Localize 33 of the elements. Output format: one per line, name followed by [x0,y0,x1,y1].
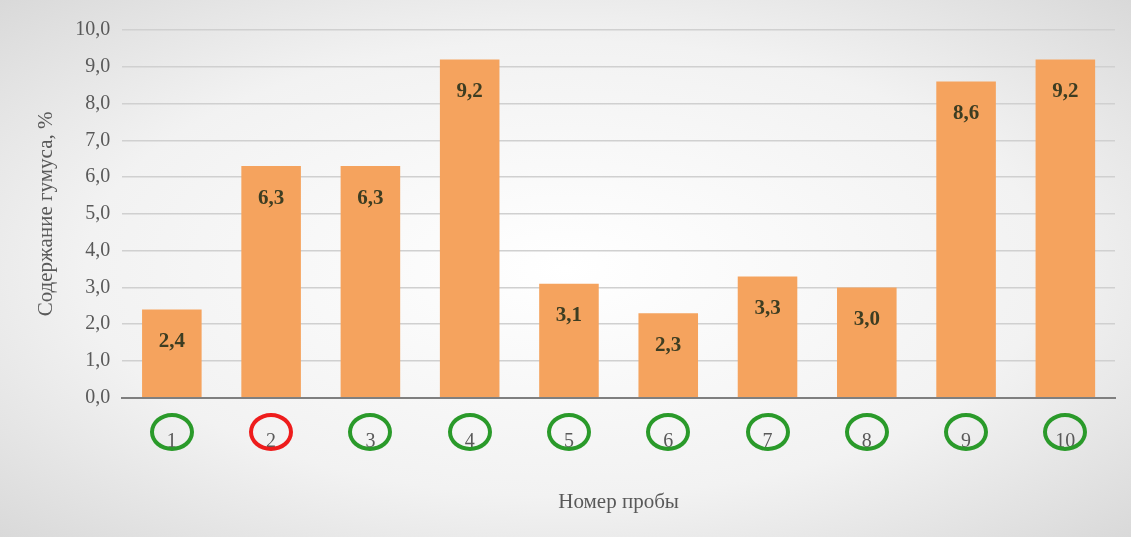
y-tick-label: 2,0 [85,311,111,334]
x-tick-label: 1 [166,429,177,452]
data-label: 6,3 [257,184,285,209]
x-tick-label: 10 [1055,429,1076,452]
y-tick-label: 5,0 [85,201,111,224]
data-label: 3,1 [555,302,583,327]
x-axis-title: Номер пробы [558,488,679,513]
x-tick-label: 4 [464,429,475,452]
y-tick-label: 4,0 [85,237,111,260]
data-label: 2,3 [655,331,682,356]
y-tick-label: 0,0 [85,385,111,408]
data-label: 6,3 [357,184,384,209]
data-label: 8,6 [952,99,980,124]
y-tick-label: 10,0 [75,17,111,40]
y-axis-title: Содержание гумуса, % [33,111,58,317]
y-tick-label: 7,0 [85,127,111,150]
data-label: 9,2 [1052,77,1079,102]
x-tick-label: 7 [762,429,773,452]
data-label: 9,2 [456,77,483,102]
y-tick-label: 8,0 [85,90,111,113]
x-tick-label: 8 [861,429,872,452]
data-label: 3,3 [754,294,781,319]
x-tick-label: 5 [563,429,574,452]
y-tick-label: 1,0 [85,348,111,371]
data-label: 3,0 [853,305,880,330]
x-tick-label: 9 [961,429,972,452]
y-tick-label: 6,0 [85,164,111,187]
x-tick-label: 6 [663,429,674,452]
y-tick-label: 9,0 [85,54,111,77]
y-tick-label: 3,0 [85,274,111,297]
data-label: 2,4 [158,327,186,352]
x-tick-label: 2 [266,429,277,452]
x-tick-label: 3 [365,429,376,452]
